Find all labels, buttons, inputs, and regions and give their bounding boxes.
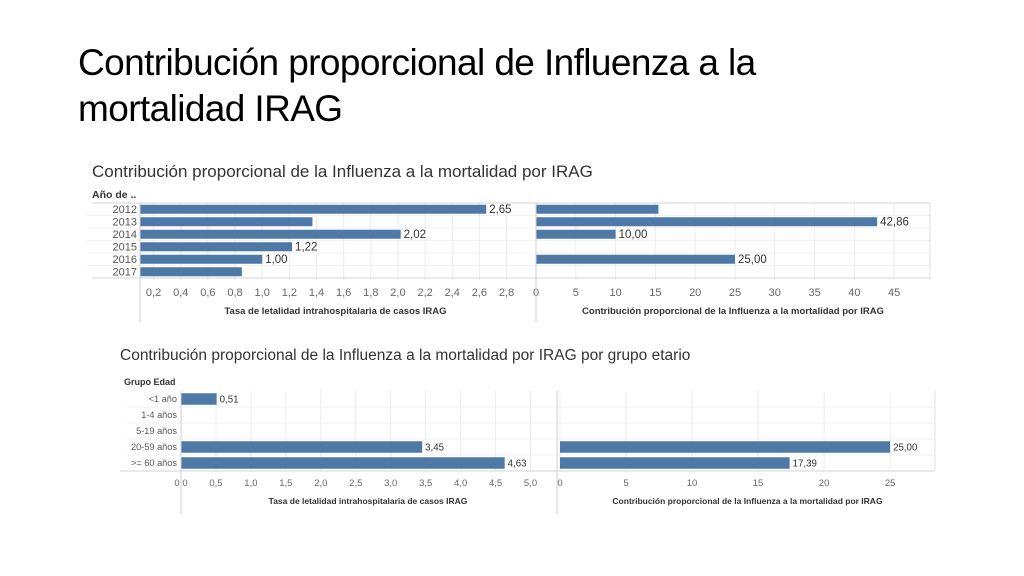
data-label: 3,45 <box>425 442 444 453</box>
data-label: 2,02 <box>404 229 426 241</box>
category-label: 5-19 años <box>136 426 177 436</box>
tick-label: 0,4 <box>173 287 188 299</box>
tick-label: 15 <box>649 287 661 299</box>
x-axis-label: Tasa de letalidad intrahospitalaria de c… <box>269 496 468 506</box>
category-label: 2015 <box>113 242 137 254</box>
tick-label: 20 <box>819 478 830 489</box>
bar <box>181 393 217 405</box>
bar <box>140 217 313 227</box>
category-label: 1-4 años <box>141 410 177 420</box>
tick-label: 25 <box>729 287 741 299</box>
bar <box>536 229 616 239</box>
bar <box>140 229 401 239</box>
tick-label: 1,5 <box>279 478 292 489</box>
chart-2-title: Contribución proporcional de la Influenz… <box>120 347 691 364</box>
tick-label: 25 <box>885 478 896 489</box>
tick-label: 35 <box>808 287 820 299</box>
data-label: 10,00 <box>619 229 648 241</box>
slide-title: Contribución proporcional de Influenza a… <box>78 40 978 132</box>
data-label: 4,63 <box>508 458 527 469</box>
tick-label: 20 <box>689 287 701 299</box>
data-label: 25,00 <box>738 254 767 266</box>
slide-title-line-1: Contribución proporcional de Influenza a… <box>78 42 756 83</box>
tick-label: 5 <box>573 287 579 299</box>
tick-label: 1,8 <box>363 287 378 299</box>
row-header-label: Grupo Edad <box>124 377 176 387</box>
tick-label: 3,5 <box>419 478 432 489</box>
bar <box>140 242 293 252</box>
tick-label: 1,0 <box>255 287 270 299</box>
bar <box>536 204 659 214</box>
tick-label: 5 <box>623 478 628 489</box>
x-axis-label: Contribución proporcional de la Influenz… <box>582 306 884 317</box>
data-label: 17,39 <box>793 458 817 469</box>
tick-label: 1,0 <box>244 478 257 489</box>
tick-label: 45 <box>888 287 900 299</box>
slide-title-line-2: mortalidad IRAG <box>78 88 343 129</box>
tick-label: 5,0 <box>524 478 537 489</box>
bar <box>560 441 891 453</box>
tick-label: 15 <box>753 478 764 489</box>
category-label: 2017 <box>113 267 137 279</box>
category-label: <1 año <box>149 394 177 404</box>
bar <box>536 217 878 227</box>
tick-label: 4,0 <box>454 478 467 489</box>
bar <box>536 254 735 264</box>
tick-label: 1,2 <box>282 287 297 299</box>
bar <box>140 204 487 214</box>
bar <box>560 457 790 469</box>
tick-label: 1,6 <box>336 287 351 299</box>
bar <box>181 457 505 469</box>
data-label: 1,22 <box>295 242 317 254</box>
category-label: >= 60 años <box>131 458 177 468</box>
data-label: 1,00 <box>265 254 287 266</box>
x-axis-label: Tasa de letalidad intrahospitalaria de c… <box>224 306 446 317</box>
tick-label: 10 <box>609 287 621 299</box>
tick-label: 40 <box>848 287 860 299</box>
tick-label: 2,8 <box>499 287 514 299</box>
category-label: 2012 <box>113 204 137 216</box>
bar <box>140 267 242 277</box>
tick-label: 2,2 <box>417 287 432 299</box>
row-header-label: Año de .. <box>92 189 136 201</box>
tick-label: 2,5 <box>349 478 362 489</box>
tick-label: 2,0 <box>314 478 327 489</box>
chart-1-title: Contribución proporcional de la Influenz… <box>92 162 593 181</box>
tick-label: 4,5 <box>489 478 502 489</box>
bar <box>140 254 263 264</box>
tick-label: 3,0 <box>384 478 397 489</box>
tick-label: 0,6 <box>200 287 215 299</box>
tick-label: 2,6 <box>472 287 487 299</box>
x-axis-label: Contribución proporcional de la Influenz… <box>612 496 883 506</box>
tick-label: 0 <box>557 478 562 489</box>
category-label: 2016 <box>113 254 137 266</box>
category-label: 2014 <box>113 229 137 241</box>
tick-label: 0,5 <box>209 478 222 489</box>
data-label: 42,86 <box>880 217 909 229</box>
data-label: 0,51 <box>220 394 239 405</box>
tick-label: 30 <box>769 287 781 299</box>
bar <box>181 441 423 453</box>
tick-label: 10 <box>687 478 698 489</box>
tick-label: 2,0 <box>390 287 405 299</box>
data-label: 2,65 <box>489 204 511 216</box>
data-label: 25,00 <box>893 442 918 453</box>
category-label: 20-59 años <box>131 442 177 452</box>
tick-label: 0,8 <box>227 287 242 299</box>
tick-label: 1,4 <box>309 287 324 299</box>
category-label: 2013 <box>113 217 137 229</box>
tick-label: 2,4 <box>445 287 460 299</box>
tick-label: 0,2 <box>146 287 161 299</box>
